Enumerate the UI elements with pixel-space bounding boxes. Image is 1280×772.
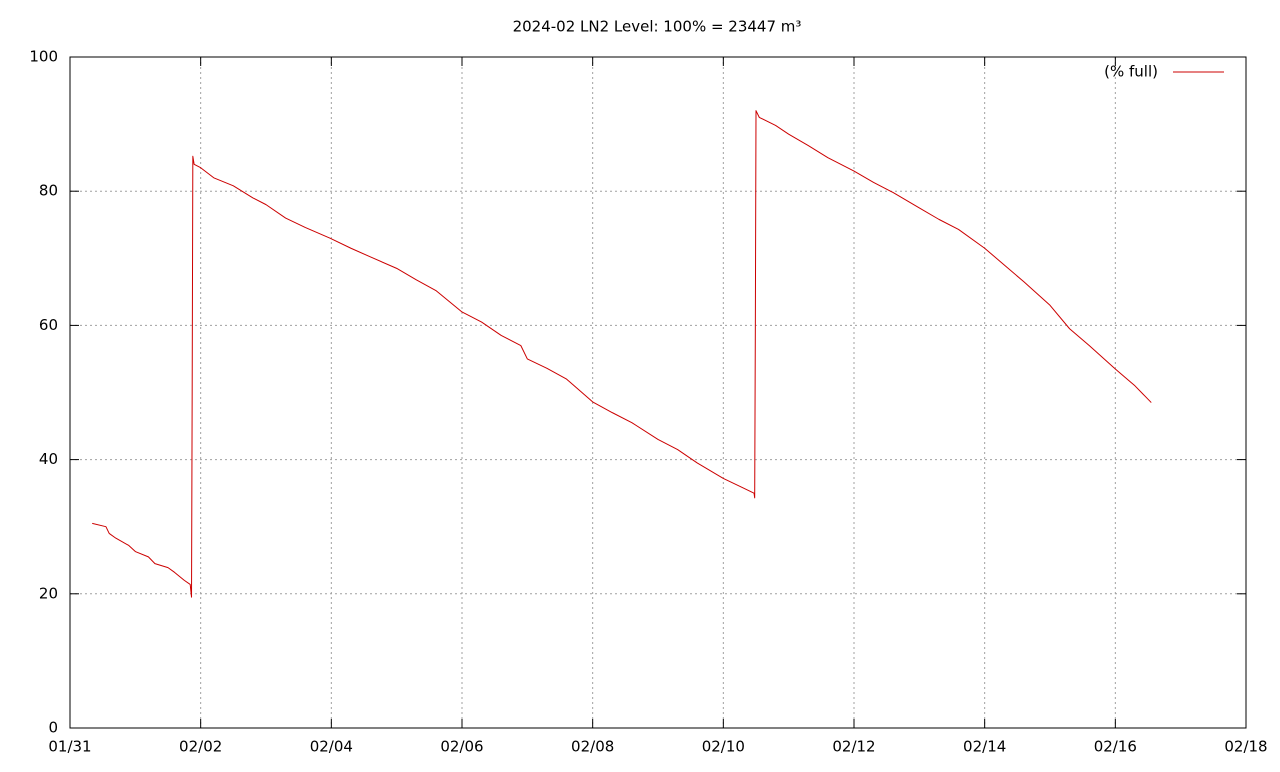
x-tick-label: 02/04 bbox=[310, 738, 353, 756]
y-tick-label: 100 bbox=[29, 48, 58, 66]
x-tick-label: 02/02 bbox=[179, 738, 222, 756]
data-line bbox=[92, 110, 1152, 598]
y-tick-label: 80 bbox=[39, 182, 58, 200]
x-tick-label: 02/08 bbox=[571, 738, 614, 756]
chart-title: 2024-02 LN2 Level: 100% = 23447 m³ bbox=[513, 18, 802, 36]
x-tick-label: 02/12 bbox=[832, 738, 875, 756]
x-tick-label: 02/06 bbox=[440, 738, 483, 756]
x-tick-label: 01/31 bbox=[48, 738, 91, 756]
x-tick-label: 02/10 bbox=[702, 738, 745, 756]
y-tick-label: 40 bbox=[39, 450, 58, 468]
legend-label: (% full) bbox=[1104, 63, 1158, 81]
x-tick-label: 02/18 bbox=[1224, 738, 1267, 756]
y-tick-label: 60 bbox=[39, 316, 58, 334]
y-tick-label: 0 bbox=[48, 719, 58, 737]
y-tick-label: 20 bbox=[39, 584, 58, 602]
x-tick-label: 02/14 bbox=[963, 738, 1006, 756]
x-tick-label: 02/16 bbox=[1094, 738, 1137, 756]
plot-frame bbox=[69, 56, 1247, 729]
